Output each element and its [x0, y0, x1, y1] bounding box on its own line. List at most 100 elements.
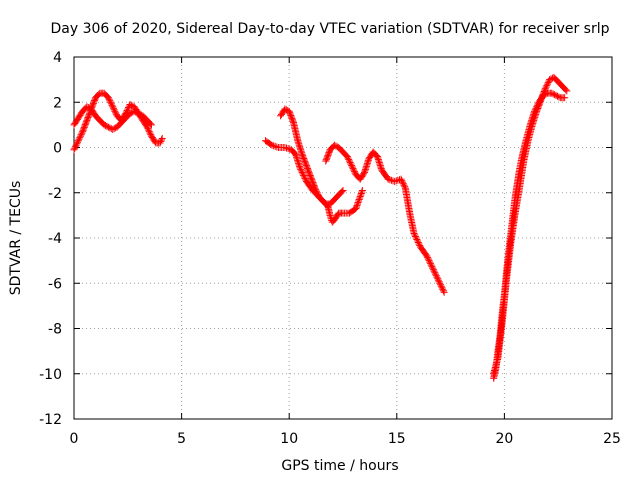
data-point [352, 205, 360, 213]
data-point [145, 128, 153, 136]
data-point [109, 104, 117, 112]
data-point [105, 95, 113, 103]
data-point [391, 177, 399, 185]
data-point [338, 188, 346, 196]
data-point [339, 186, 347, 194]
data-point [157, 137, 165, 145]
data-point [107, 100, 115, 108]
data-point [357, 191, 365, 199]
data-point [354, 199, 362, 207]
data-point [142, 122, 150, 130]
data-point [355, 196, 363, 204]
data-point [356, 193, 364, 201]
data-point [384, 175, 392, 183]
data-point [312, 187, 320, 195]
data-point [355, 197, 363, 205]
data-point [104, 94, 112, 102]
y-tick-label: -10 [39, 367, 62, 383]
data-point [110, 106, 118, 114]
data-point [360, 170, 368, 178]
data-point [348, 163, 356, 171]
data-point [429, 264, 437, 272]
data-point [72, 141, 80, 149]
data-point [144, 125, 152, 133]
data-point [282, 106, 290, 114]
data-point [345, 156, 353, 164]
data-point [122, 110, 130, 118]
data-point [410, 229, 418, 237]
data-point [431, 269, 439, 277]
data-point [356, 194, 364, 202]
y-tick-label: 2 [53, 95, 62, 111]
data-point [135, 110, 143, 118]
data-point [435, 278, 443, 286]
data-point [281, 144, 289, 151]
series-track-c2 [490, 73, 571, 378]
data-point [283, 144, 291, 152]
data-point [357, 190, 365, 198]
data-point [541, 86, 549, 94]
data-point [411, 231, 419, 239]
data-point [440, 288, 448, 296]
data-point [145, 126, 153, 134]
data-point [427, 261, 435, 269]
data-point [73, 140, 81, 148]
data-point [349, 165, 357, 173]
data-point [424, 254, 432, 262]
y-tick-label: -2 [48, 186, 62, 202]
data-point [412, 234, 420, 242]
data-point [289, 117, 297, 125]
data-point [109, 103, 117, 111]
data-point [427, 260, 435, 268]
data-point [429, 266, 437, 274]
data-point [561, 94, 569, 102]
data-point [122, 108, 130, 116]
data-point [387, 176, 395, 184]
data-point [300, 171, 308, 179]
data-point [70, 146, 78, 154]
data-point [428, 263, 436, 271]
data-point [358, 186, 366, 194]
data-point [546, 76, 554, 84]
data-point [311, 184, 319, 192]
data-point [74, 137, 82, 145]
data-point [112, 109, 120, 117]
data-point [296, 164, 304, 172]
data-point [312, 186, 320, 194]
data-point [542, 83, 550, 91]
data-point [358, 188, 366, 196]
series-track-b2 [277, 105, 366, 226]
data-point [270, 142, 278, 150]
data-point [553, 92, 561, 100]
data-point [399, 178, 407, 186]
data-point [423, 252, 431, 260]
data-point [77, 131, 85, 139]
data-point [433, 273, 441, 281]
data-point [346, 159, 354, 167]
data-point [123, 107, 131, 115]
data-point [425, 257, 433, 265]
data-point [313, 189, 321, 197]
x-axis-label: GPS time / hours [281, 458, 398, 474]
data-point [109, 125, 117, 133]
data-point [110, 125, 118, 133]
data-point [415, 240, 423, 248]
data-point [143, 123, 151, 131]
data-point [413, 236, 421, 244]
data-point [158, 136, 166, 144]
data-point [386, 176, 394, 184]
data-point [271, 142, 279, 150]
data-point [268, 141, 276, 149]
data-point [397, 175, 405, 183]
data-point [78, 129, 86, 137]
data-point [76, 132, 84, 140]
data-point [352, 203, 360, 211]
data-point [147, 121, 155, 129]
data-point [297, 165, 305, 173]
data-point [300, 173, 308, 181]
y-tick-label: -8 [48, 322, 62, 338]
data-point [326, 211, 334, 219]
data-point [102, 122, 110, 130]
data-point [414, 239, 422, 247]
